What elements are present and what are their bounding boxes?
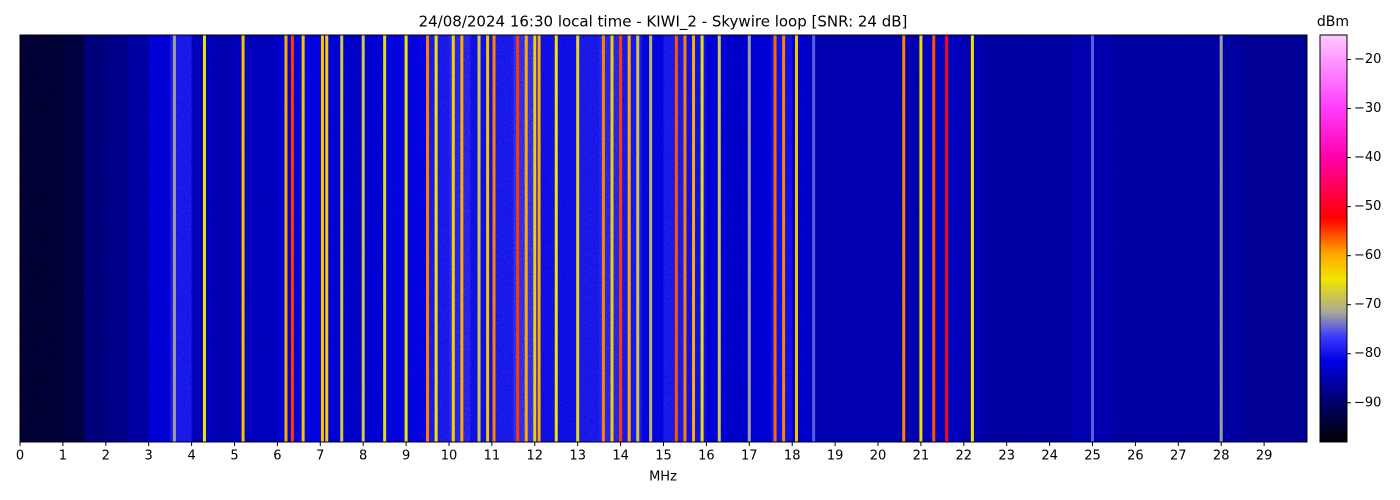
carrier-line [290,35,294,442]
carrier-line [340,35,344,442]
x-tick-label: 27 [1170,449,1187,464]
x-tick-label: 17 [741,449,758,464]
carrier-line [794,35,798,442]
carrier-line [1219,35,1223,442]
x-tick-label: 2 [102,449,110,464]
x-tick-label: 10 [441,449,458,464]
x-tick-label: 26 [1127,449,1144,464]
carrier-line [301,35,305,442]
carrier-line [636,35,640,442]
carrier-line [172,35,176,442]
x-tick-label: 15 [655,449,672,464]
x-axis-label: MHz [649,470,677,485]
carrier-line [692,35,696,442]
colorbar-tick-label: −70 [1354,297,1381,312]
carrier-line [492,35,496,442]
carrier-line [576,35,580,442]
colorbar [1319,34,1348,443]
carrier-line [1091,35,1094,442]
colorbar-tick-label: −30 [1354,101,1381,116]
carrier-line [773,35,777,442]
x-tick-label: 25 [1084,449,1101,464]
carrier-line [325,35,329,442]
carrier-line [533,35,537,442]
x-tick-label: 14 [612,449,629,464]
carrier-line [460,35,464,442]
x-tick-label: 8 [359,449,367,464]
carrier-line [747,35,751,442]
x-tick-label: 7 [316,449,324,464]
x-tick-label: 24 [1041,449,1058,464]
carrier-line [700,35,704,442]
x-tick-label: 22 [956,449,973,464]
noise-texture [20,35,1307,442]
x-tick-label: 5 [230,449,238,464]
carrier-line [782,35,786,442]
x-tick-label: 28 [1213,449,1230,464]
carrier-line [241,35,245,442]
x-tick-label: 23 [998,449,1015,464]
x-tick-label: 29 [1256,449,1273,464]
carrier-line [812,35,816,442]
carrier-line [383,35,387,442]
carrier-line [601,35,605,442]
x-tick-label: 1 [59,449,67,464]
x-tick-label: 18 [784,449,801,464]
carrier-line [524,35,528,442]
colorbar-tick-label: −20 [1354,52,1381,67]
carrier-line [202,35,206,442]
carrier-line [970,35,974,442]
x-tick-label: 9 [402,449,410,464]
colorbar-tick-label: −60 [1354,248,1381,263]
carrier-line [619,35,623,442]
carrier-line [649,35,653,442]
carrier-line [610,35,614,442]
carrier-line [902,35,906,442]
carrier-line [683,35,687,442]
carrier-line [426,35,430,442]
x-tick-label: 20 [870,449,887,464]
x-tick-label: 21 [913,449,930,464]
x-tick-label: 6 [273,449,281,464]
x-tick-label: 4 [187,449,195,464]
plot-area [20,35,1307,442]
carrier-line [404,35,408,442]
x-tick-label: 3 [145,449,153,464]
carrier-line [717,35,721,442]
x-tick-label: 16 [698,449,715,464]
carrier-line [320,35,324,442]
x-tick-label: 19 [827,449,844,464]
carrier-line [919,35,923,442]
x-tick-label: 11 [484,449,501,464]
carrier-line [486,35,490,442]
x-tick-label: 0 [16,449,24,464]
carrier-line [284,35,288,442]
chart-title: 24/08/2024 16:30 local time - KIWI_2 - S… [419,13,908,32]
colorbar-tick-label: −80 [1354,346,1381,361]
carrier-line [674,35,678,442]
x-tick-label: 13 [569,449,586,464]
colorbar-label: dBm [1317,14,1349,30]
carrier-line [945,35,949,442]
colorbar-tick-label: −40 [1354,150,1381,165]
carrier-line [434,35,438,442]
carrier-line [451,35,455,442]
carrier-line [361,35,365,442]
carrier-line [537,35,541,442]
carrier-line [516,35,520,442]
carrier-line [627,35,631,442]
x-tick-label: 12 [527,449,544,464]
carrier-line [932,35,936,442]
carrier-line [477,35,481,442]
colorbar-tick-label: −50 [1354,199,1381,214]
colorbar-tick-label: −90 [1354,395,1381,410]
carrier-line [554,35,558,442]
